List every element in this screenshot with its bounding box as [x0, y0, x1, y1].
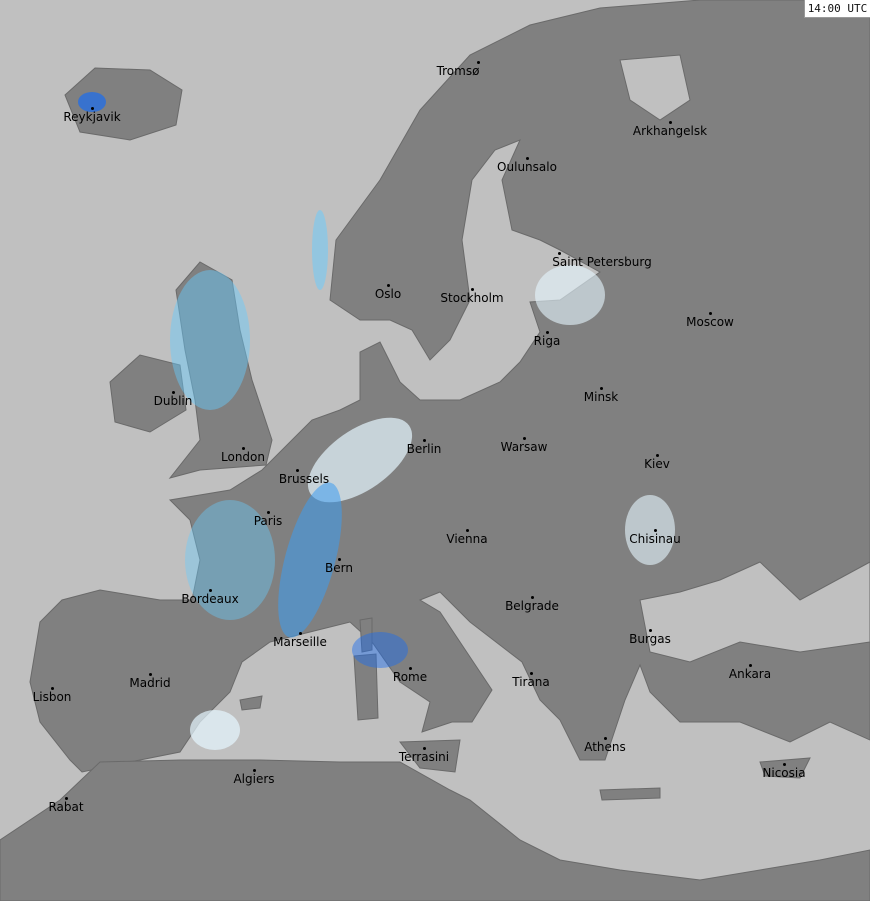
city-dot-icon	[470, 287, 474, 291]
land-crete	[599, 787, 661, 801]
city-dot-icon	[266, 510, 270, 514]
city-dot-icon	[171, 390, 175, 394]
city-dot-icon	[530, 595, 534, 599]
city-label: Madrid	[129, 676, 171, 690]
precipitation-area	[352, 632, 408, 668]
city-dot-icon	[655, 453, 659, 457]
city-label: Oslo	[374, 287, 402, 301]
city-label: Rabat	[48, 800, 84, 814]
city-dot-icon	[295, 468, 299, 472]
city-label: Bordeaux	[181, 592, 239, 606]
city-label: Riga	[533, 334, 561, 348]
city-label: Vienna	[446, 532, 488, 546]
city-dot-icon	[465, 528, 469, 532]
land-sardinia	[353, 653, 379, 721]
city-dot-icon	[90, 106, 94, 110]
seas	[619, 54, 870, 663]
city-label: Tirana	[512, 675, 550, 689]
city-label: Stockholm	[440, 291, 504, 305]
city-dot-icon	[64, 796, 68, 800]
city-dot-icon	[298, 631, 302, 635]
land-balearic	[239, 695, 263, 711]
city-dot-icon	[252, 768, 256, 772]
land-ireland	[109, 354, 187, 433]
city-dot-icon	[603, 736, 607, 740]
city-label: Lisbon	[32, 690, 72, 704]
city-label: Minsk	[583, 390, 619, 404]
city-label: Dublin	[153, 394, 193, 408]
city-dot-icon	[386, 283, 390, 287]
city-label: Tromsø	[436, 64, 480, 78]
city-dot-icon	[148, 672, 152, 676]
city-dot-icon	[522, 436, 526, 440]
city-label: Ankara	[728, 667, 772, 681]
precipitation-area	[312, 210, 328, 290]
land-corsica	[359, 617, 373, 653]
precipitation-area	[307, 417, 413, 503]
precipitation-area	[185, 500, 275, 620]
city-dot-icon	[529, 671, 533, 675]
precipitation-area	[170, 270, 250, 410]
city-label: Paris	[253, 514, 283, 528]
precipitation	[78, 92, 675, 750]
city-label: Berlin	[406, 442, 442, 456]
city-label: Nicosia	[762, 766, 806, 780]
city-dot-icon	[648, 628, 652, 632]
city-label: Algiers	[233, 772, 275, 786]
city-dot-icon	[208, 588, 212, 592]
city-label: Warsaw	[500, 440, 548, 454]
city-label: Terrasini	[398, 750, 450, 764]
city-label: Burgas	[629, 632, 671, 646]
city-dot-icon	[708, 311, 712, 315]
sea-white-sea	[619, 54, 691, 121]
city-label: Oulunsalo	[497, 160, 557, 174]
land-cyprus	[759, 757, 811, 779]
timestamp-label: 14:00 UTC	[804, 0, 870, 18]
precipitation-area	[535, 265, 605, 325]
city-label: Arkhangelsk	[632, 124, 708, 138]
city-label: Rome	[392, 670, 428, 684]
land-iceland	[64, 67, 183, 141]
city-label: Kiev	[644, 457, 670, 471]
land-great-britain	[168, 261, 273, 479]
land-sicily	[399, 739, 461, 773]
city-dot-icon	[337, 557, 341, 561]
city-dot-icon	[408, 666, 412, 670]
city-dot-icon	[422, 438, 426, 442]
land-north-africa	[0, 759, 870, 901]
city-label: Athens	[584, 740, 626, 754]
city-label: Belgrade	[505, 599, 559, 613]
precipitation-area	[278, 482, 342, 638]
precipitation-area	[78, 92, 106, 112]
precipitation-area	[625, 495, 675, 565]
city-dot-icon	[241, 446, 245, 450]
city-dot-icon	[422, 746, 426, 750]
city-label: Bern	[325, 561, 353, 575]
city-dot-icon	[525, 156, 529, 160]
city-dot-icon	[50, 686, 54, 690]
city-label: Saint Petersburg	[552, 255, 652, 269]
city-dot-icon	[476, 60, 480, 64]
city-dot-icon	[668, 120, 672, 124]
sea-black-sea	[639, 561, 870, 663]
city-label: Marseille	[273, 635, 327, 649]
city-label: Chisinau	[629, 532, 681, 546]
city-label: London	[221, 450, 265, 464]
city-dot-icon	[653, 528, 657, 532]
city-label: Moscow	[686, 315, 734, 329]
precipitation-area	[190, 710, 240, 750]
city-dot-icon	[782, 762, 786, 766]
city-dot-icon	[599, 386, 603, 390]
city-dot-icon	[545, 330, 549, 334]
land-europe	[29, 0, 870, 773]
city-label: Reykjavik	[63, 110, 121, 124]
city-dot-icon	[557, 251, 561, 255]
city-dot-icon	[748, 663, 752, 667]
city-label: Brussels	[278, 472, 330, 486]
